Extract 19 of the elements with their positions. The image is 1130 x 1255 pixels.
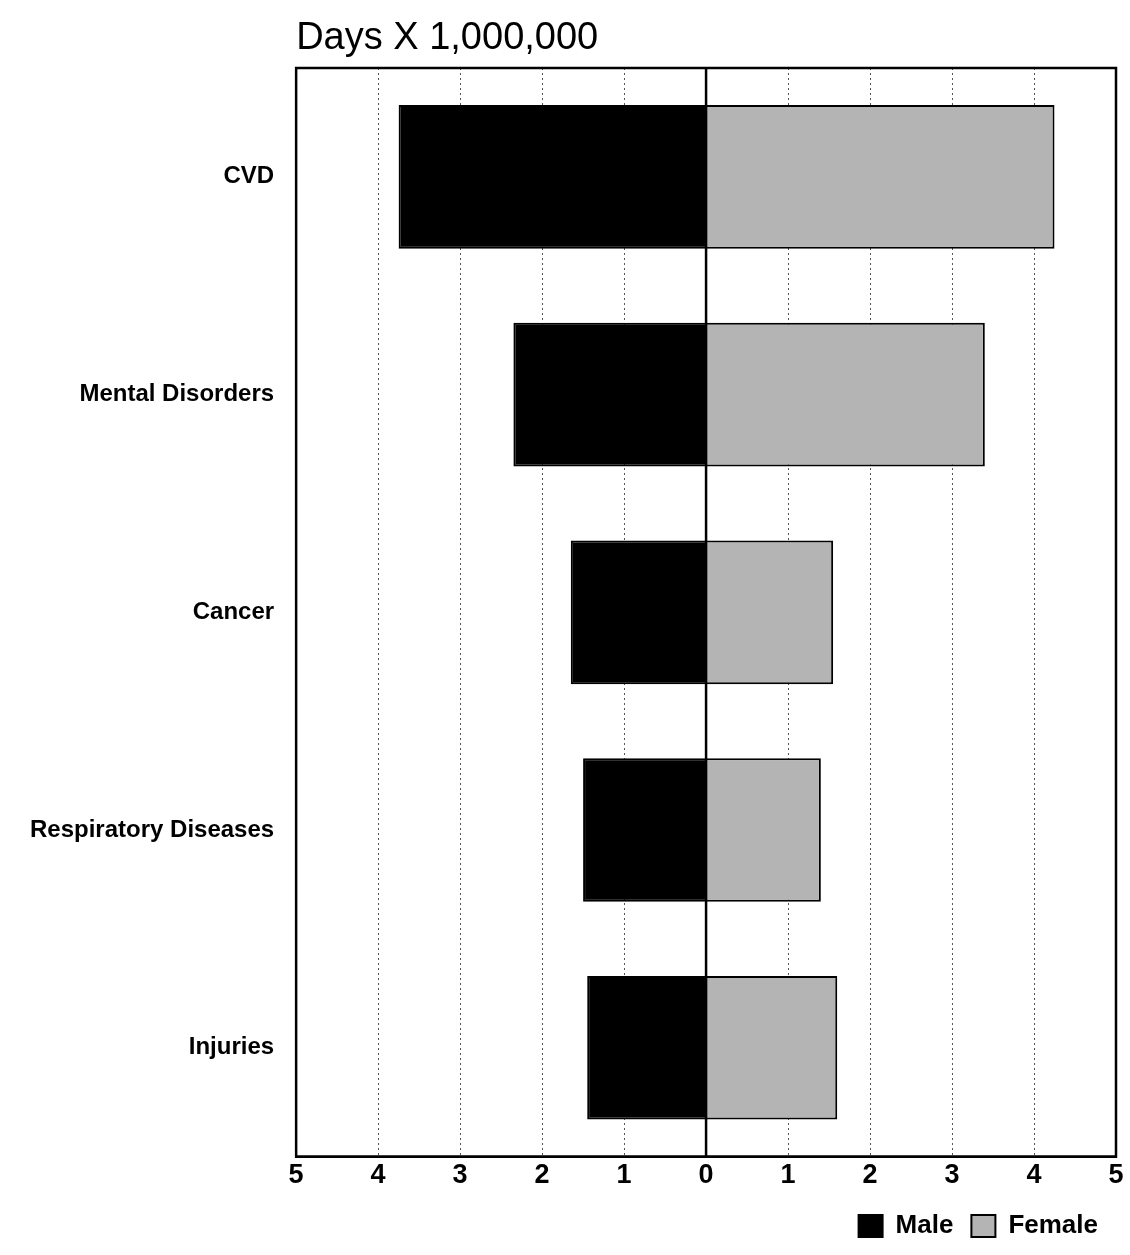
y-tick-label: Mental Disorders bbox=[79, 379, 275, 407]
x-tick-label: 4 bbox=[1026, 1159, 1042, 1190]
legend-label: Female bbox=[1008, 1209, 1099, 1240]
x-tick-label: 1 bbox=[616, 1159, 632, 1190]
chart-title: Days X 1,000,000 bbox=[296, 15, 599, 58]
x-tick-label: 3 bbox=[944, 1159, 960, 1190]
y-tick-label: Respiratory Diseases bbox=[30, 814, 275, 842]
x-tick-label: 4 bbox=[370, 1159, 386, 1190]
x-tick-label: 5 bbox=[1108, 1159, 1124, 1190]
x-tick-label: 3 bbox=[452, 1159, 468, 1190]
x-tick-label: 2 bbox=[534, 1159, 550, 1190]
x-tick-label: 5 bbox=[288, 1159, 304, 1190]
x-tick-label: 2 bbox=[862, 1159, 878, 1190]
legend-label: Male bbox=[895, 1209, 954, 1240]
y-tick-label: Injuries bbox=[188, 1032, 275, 1060]
y-tick-label: CVD bbox=[223, 161, 275, 189]
x-tick-label: 0 bbox=[698, 1159, 714, 1190]
y-tick-label: Cancer bbox=[192, 596, 275, 624]
x-tick-label: 1 bbox=[780, 1159, 796, 1190]
